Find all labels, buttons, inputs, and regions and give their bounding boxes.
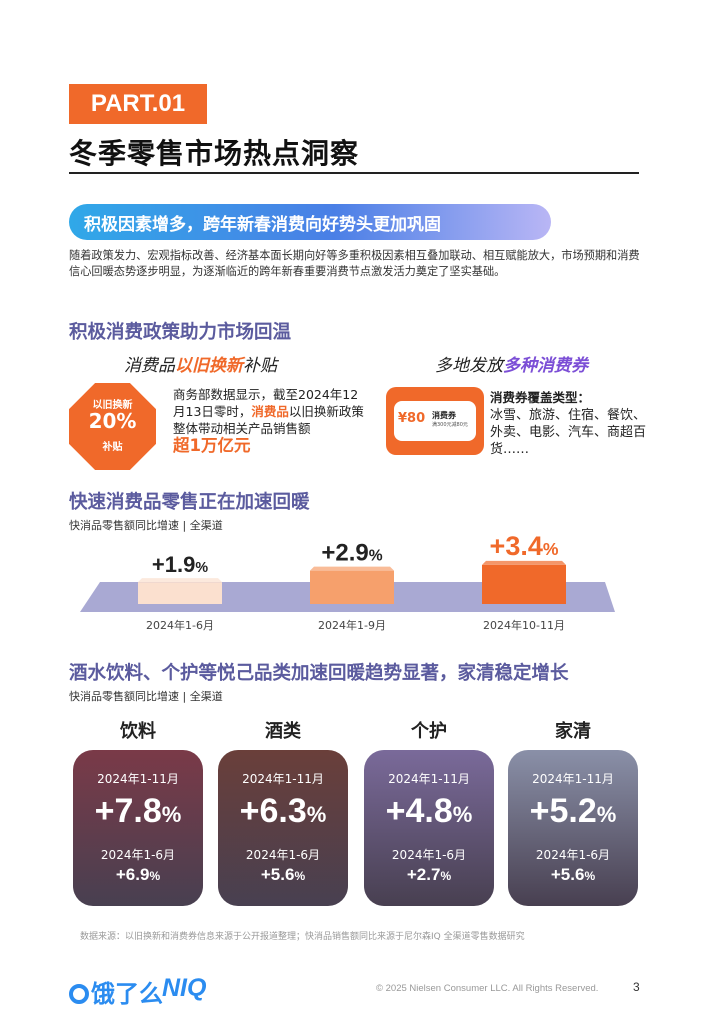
badge-line-3: 补贴	[102, 442, 123, 453]
card-period-label: 2024年1-6月	[100, 848, 176, 862]
category-subtitle: 快消品零售额同比增速 | 全渠道	[69, 690, 223, 703]
coupon-heading-pre: 多地发放	[435, 356, 503, 376]
coupon-coverage: 消费券覆盖类型： 冰雪、旅游、住宿、餐饮、外卖、电影、汽车、商超百货……	[490, 389, 650, 458]
chart-bar	[138, 582, 222, 604]
category-section-title: 酒水饮料、个护等悦己品类加速回暖趋势显著，家清稳定增长	[69, 663, 569, 684]
chart-category-label: 2024年1-6月	[146, 618, 214, 632]
chart-category-label: 2024年1-9月	[318, 618, 386, 632]
trade-in-text-post: 以旧换新政策整体带动相关产品销售额	[173, 404, 364, 436]
card-main-growth: +7.8%	[94, 792, 182, 830]
card-period-label: 2024年1-6月	[391, 848, 467, 862]
category-title: 家清	[555, 721, 591, 742]
trade-in-text-pre: 商务部数据显示，截至2024年12月13日零时，	[173, 387, 359, 419]
fmcg-subtitle: 快消品零售额同比增速 | 全渠道	[69, 519, 223, 532]
eleme-logo-text: 饿了么	[91, 980, 163, 1008]
card-secondary-growth: +2.7%	[406, 865, 452, 884]
category-title: 酒类	[265, 721, 301, 742]
page-number: 3	[633, 980, 640, 994]
coupon-ticket: ¥80 消费券 满300元减80元	[394, 401, 476, 441]
trade-in-text-highlight: 消费品	[251, 404, 289, 419]
card-period-label: 2024年1-6月	[535, 848, 611, 862]
chart-bar	[310, 570, 394, 604]
category-card: 2024年1-11月 +4.8% 2024年1-6月 +2.7%	[364, 750, 494, 906]
coupon-heading-highlight: 多种消费券	[503, 356, 588, 376]
chart-bar-top	[482, 560, 566, 565]
card-main-growth: +6.3%	[239, 792, 327, 830]
category-card: 2024年1-11月 +5.2% 2024年1-6月 +5.6%	[508, 750, 638, 906]
eleme-logo: 饿了么	[69, 974, 163, 1009]
card-period-label: 2024年1-11月	[532, 772, 614, 786]
card-period-label: 2024年1-11月	[388, 772, 470, 786]
chart-bar-top	[138, 578, 222, 583]
trade-in-badge: 以旧换新 20% 补贴	[69, 383, 156, 470]
category-title: 饮料	[120, 721, 156, 742]
intro-paragraph: 随着政策发力、宏观指标改善、经济基本面长期向好等多重积极因素相互叠加联动、相互赋…	[69, 249, 640, 278]
coupon-condition: 满300元减80元	[432, 422, 468, 428]
card-secondary-growth: +5.6%	[260, 865, 306, 884]
card-secondary-growth: +6.9%	[115, 865, 161, 884]
card-period-label: 2024年1-6月	[245, 848, 321, 862]
coverage-title: 消费券覆盖类型：	[490, 390, 591, 405]
niq-logo: NIQ	[162, 974, 207, 1002]
card-secondary-growth: +5.6%	[550, 865, 596, 884]
trade-in-description: 商务部数据显示，截至2024年12月13日零时，消费品以旧换新政策整体带动相关产…	[173, 386, 369, 455]
title-divider	[69, 172, 639, 174]
coupon-name: 消费券	[432, 411, 456, 420]
badge-line-1: 以旧换新	[92, 400, 133, 411]
part-tag: PART.01	[69, 84, 207, 124]
category-title: 个护	[411, 721, 447, 742]
policy-section-title: 积极消费政策助力市场回温	[69, 322, 292, 343]
trade-in-sales-figure: 超1万亿元	[173, 436, 251, 455]
page-title: 冬季零售市场热点洞察	[69, 137, 360, 170]
chart-value-label: +2.9%	[321, 540, 382, 567]
chart-bar	[482, 564, 566, 604]
banner-background	[69, 204, 551, 240]
trade-in-heading-pre: 消费品	[124, 356, 175, 376]
coupon-heading: 多地发放多种消费券	[435, 351, 588, 376]
data-source-note: 数据来源：以旧换新和消费券信息来源于公开报道整理；快消品销售额同比来源于尼尔森I…	[80, 932, 525, 942]
card-main-growth: +5.2%	[529, 792, 617, 830]
coupon-icon: ¥80 消费券 满300元减80元	[386, 387, 484, 455]
card-period-label: 2024年1-11月	[97, 772, 179, 786]
fmcg-growth-chart: +1.9% 2024年1-6月 +2.9% 2024年1-9月 +3.4% 2024年10…	[80, 531, 615, 632]
chart-value-label: +1.9%	[152, 552, 208, 577]
category-card: 2024年1-11月 +6.3% 2024年1-6月 +5.6%	[218, 750, 348, 906]
coverage-items: 冰雪、旅游、住宿、餐饮、外卖、电影、汽车、商超百货……	[490, 408, 647, 457]
badge-percent: 20%	[88, 409, 137, 433]
coupon-amount: ¥80	[398, 411, 426, 426]
eleme-logo-icon	[69, 984, 89, 1004]
banner-title: 积极因素增多，跨年新春消费向好势头更加巩固	[84, 215, 441, 235]
trade-in-heading-highlight: 以旧换新	[175, 356, 243, 376]
chart-bar-top	[310, 566, 394, 571]
trade-in-heading-post: 补贴	[243, 356, 277, 376]
chart-category-label: 2024年10-11月	[483, 618, 565, 632]
category-card: 2024年1-11月 +7.8% 2024年1-6月 +6.9%	[73, 750, 203, 906]
copyright: © 2025 Nielsen Consumer LLC. All Rights …	[376, 983, 599, 994]
fmcg-section-title: 快速消费品零售正在加速回暖	[69, 492, 310, 513]
card-main-growth: +4.8%	[385, 792, 473, 830]
card-period-label: 2024年1-11月	[242, 772, 324, 786]
chart-value-label: +3.4%	[490, 531, 559, 561]
trade-in-heading: 消费品以旧换新补贴	[124, 351, 277, 376]
